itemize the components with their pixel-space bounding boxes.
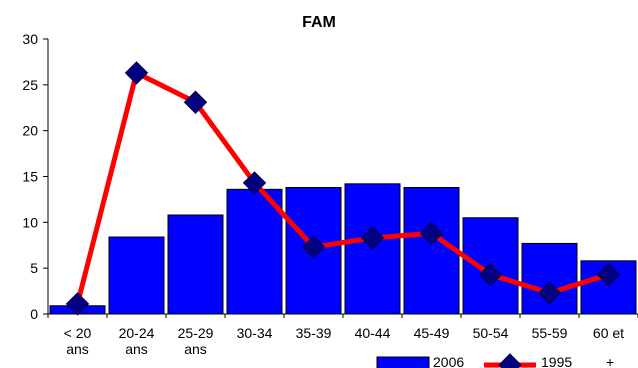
x-tick-label: ans <box>184 341 207 357</box>
x-tick-label: 55-59 <box>532 325 568 341</box>
legend-marker-1995 <box>498 353 522 368</box>
legend-swatch-2006 <box>376 356 430 368</box>
y-tick-label: 10 <box>22 214 38 230</box>
bar-series-2006 <box>49 183 637 315</box>
x-tick-label: 60 et <box>593 325 624 341</box>
y-tick-label: 20 <box>22 123 38 139</box>
legend-label-2006: 2006 <box>433 354 464 368</box>
bar <box>167 214 224 315</box>
line-marker <box>537 281 562 305</box>
x-tick-label: ans <box>66 341 89 357</box>
x-tick-label: ans <box>125 341 148 357</box>
line-marker <box>360 226 385 250</box>
y-tick-label: 5 <box>30 260 38 276</box>
legend: 2006 1995 + <box>376 353 614 368</box>
legend-label-1995: 1995 <box>541 354 572 368</box>
line-series-1995 <box>65 61 621 316</box>
bar <box>108 236 165 315</box>
x-tick-label: 30-34 <box>237 325 273 341</box>
x-tick-label: 25-29 <box>178 325 214 341</box>
chart-title: FAM <box>302 14 336 31</box>
x-tick-label: < 20 <box>64 325 92 341</box>
x-tick-label: 40-44 <box>355 325 391 341</box>
y-tick-label: 0 <box>30 306 38 322</box>
line-marker <box>478 262 503 287</box>
line-marker <box>65 292 90 316</box>
legend-extra-text: + <box>606 354 614 368</box>
y-tick-label: 25 <box>22 77 38 93</box>
series-line <box>75 70 610 305</box>
bar <box>403 187 460 315</box>
line-marker <box>419 221 444 246</box>
x-tick-label: 20-24 <box>119 325 155 341</box>
line-marker <box>242 171 267 195</box>
y-tick-labels: 0 5 10 15 20 25 30 <box>22 31 38 322</box>
y-tick-label: 30 <box>22 31 38 47</box>
x-tick-label: 35-39 <box>296 325 332 341</box>
x-tick-label: 45-49 <box>414 325 450 341</box>
line-marker <box>596 262 621 287</box>
y-tick-label: 15 <box>22 169 38 185</box>
x-tick-label: 50-54 <box>473 325 509 341</box>
line-marker <box>124 61 149 85</box>
bar <box>226 188 283 315</box>
line-marker <box>183 90 208 114</box>
line-marker <box>301 235 326 259</box>
